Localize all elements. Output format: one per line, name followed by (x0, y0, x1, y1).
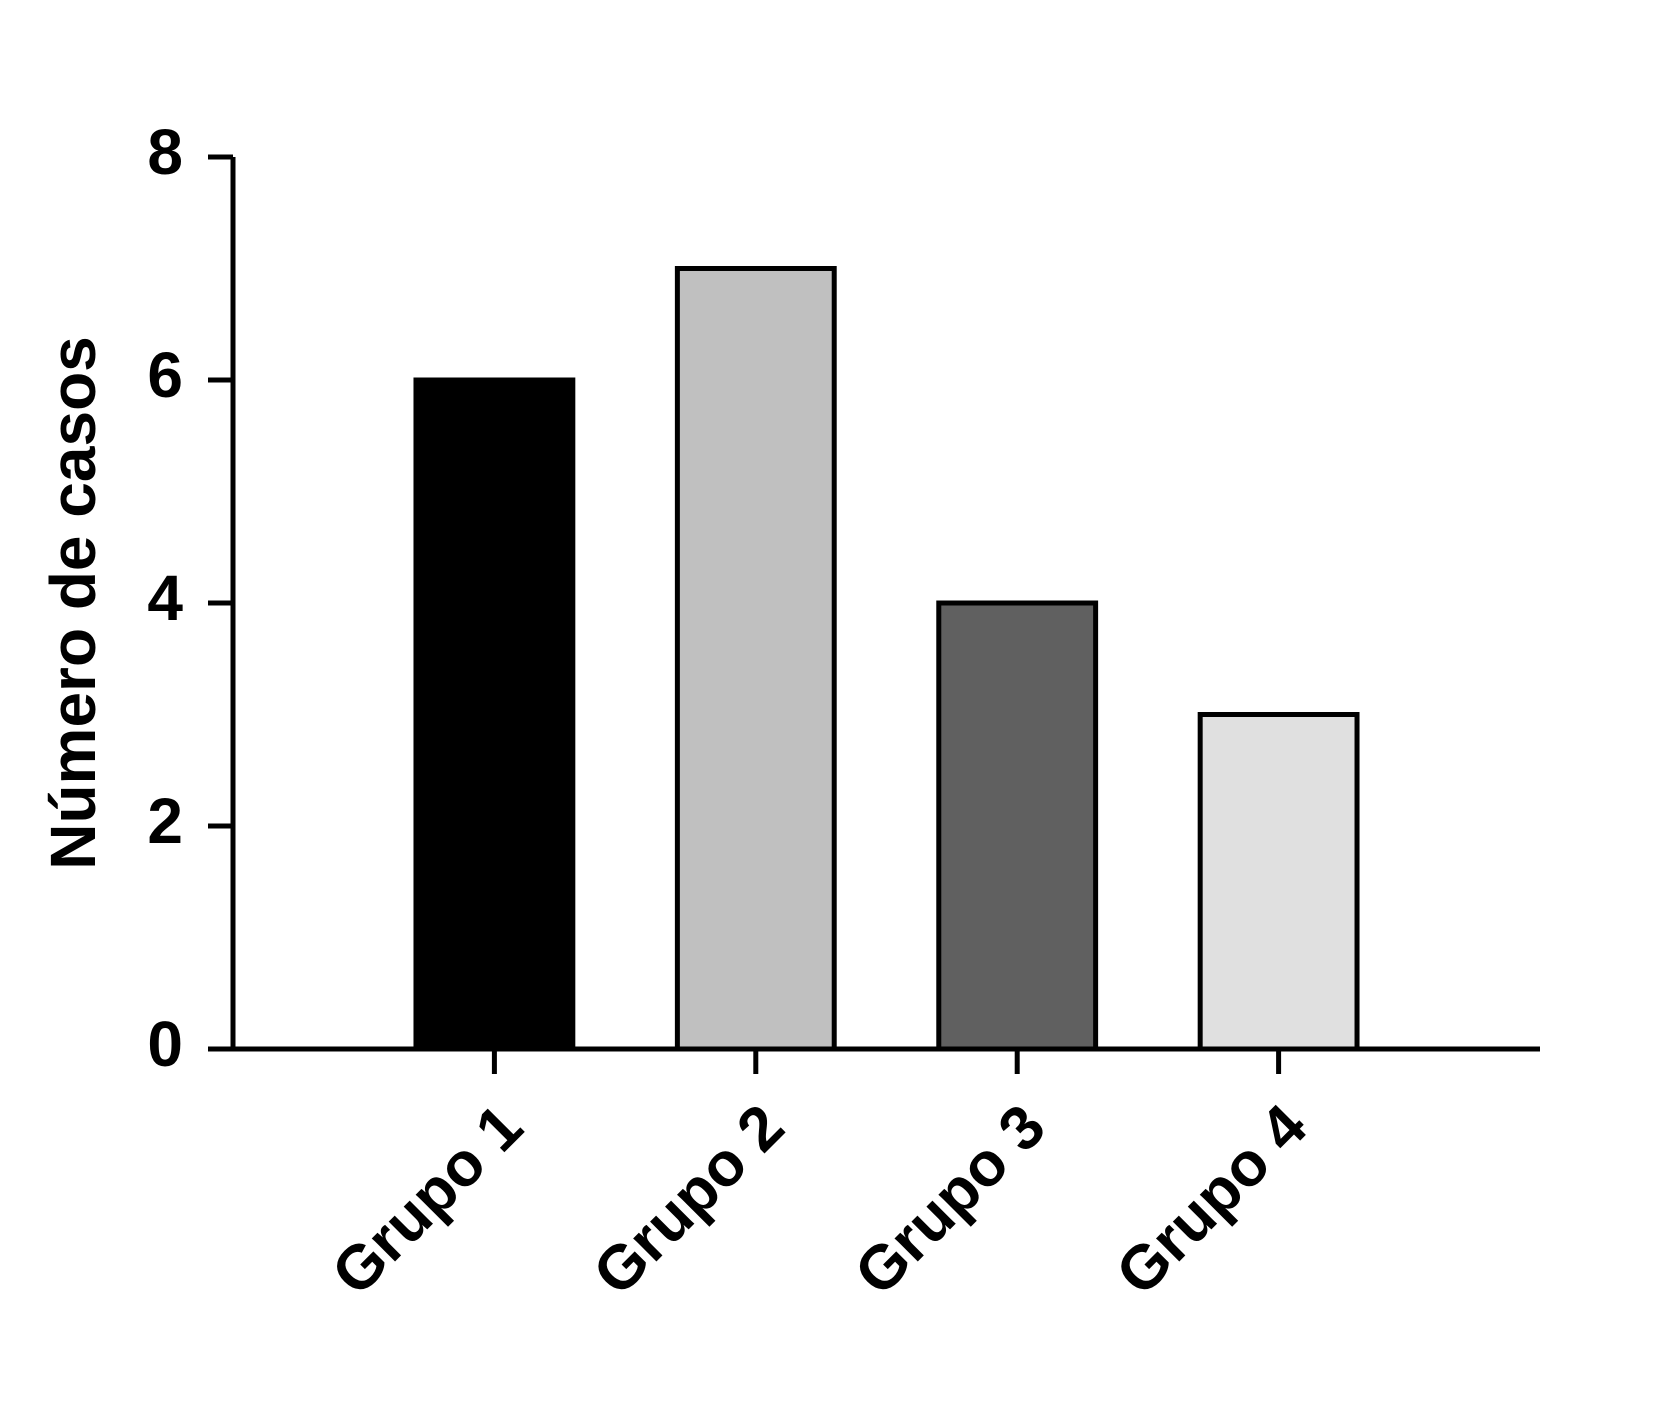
y-tick-label: 8 (147, 116, 183, 188)
x-tick-label: Grupo 1 (319, 1092, 536, 1309)
x-tick-label: Grupo 4 (1103, 1091, 1320, 1308)
y-tick-label: 0 (147, 1008, 183, 1080)
bar (1197, 712, 1360, 1052)
y-tick-label: 2 (147, 785, 183, 857)
y-tick-label: 6 (147, 339, 183, 411)
x-tick-label: Grupo 3 (842, 1092, 1059, 1309)
bar (674, 266, 837, 1052)
y-tick-label: 4 (147, 562, 183, 634)
bar (936, 600, 1099, 1052)
y-axis-title: Número de casos (37, 336, 109, 870)
x-tick-label: Grupo 2 (580, 1092, 797, 1309)
bar (413, 377, 576, 1052)
